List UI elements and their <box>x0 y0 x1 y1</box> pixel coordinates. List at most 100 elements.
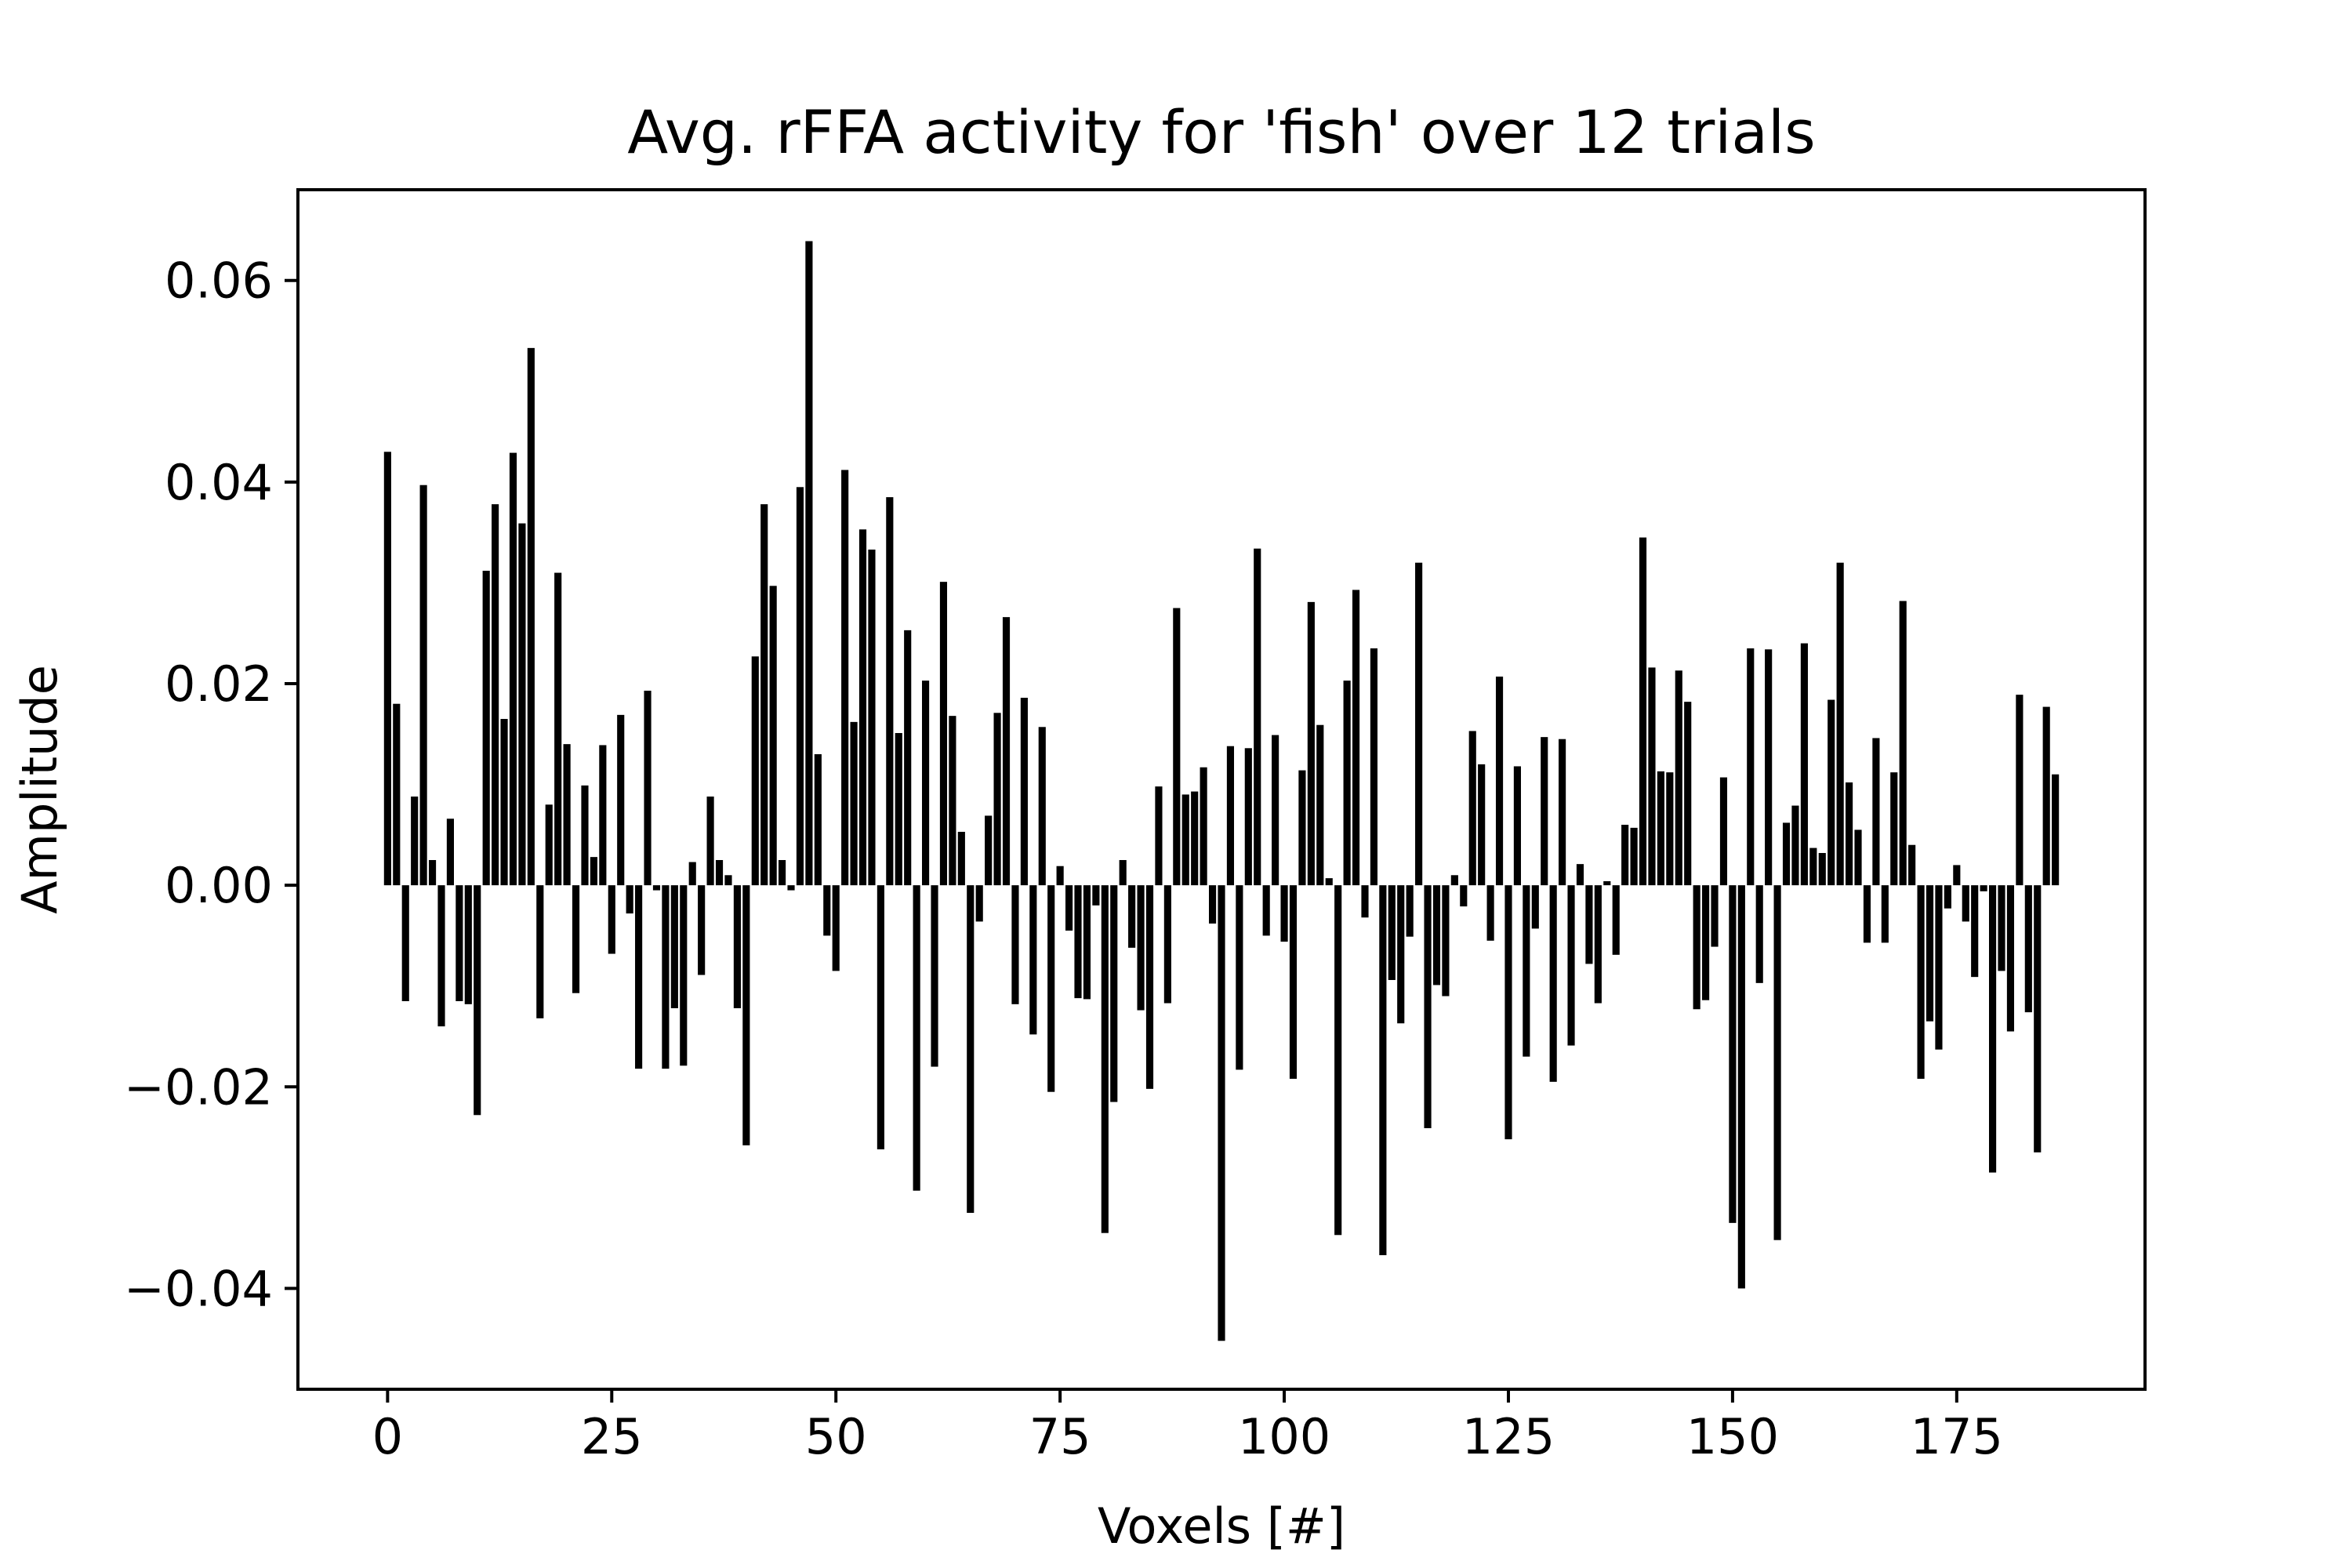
bar-125 <box>1504 885 1512 1140</box>
bar-163 <box>1846 782 1853 886</box>
bar-68 <box>993 713 1001 886</box>
x-tick-label: 125 <box>1462 1408 1555 1465</box>
bar-7 <box>446 818 454 886</box>
bar-165 <box>1863 885 1871 943</box>
x-tick-label: 75 <box>1029 1408 1091 1465</box>
bar-149 <box>1719 777 1728 886</box>
bar-174 <box>1944 885 1951 909</box>
bar-176 <box>1962 885 1969 922</box>
bar-48 <box>814 754 822 886</box>
bar-161 <box>1828 699 1835 886</box>
bar-79 <box>1092 885 1100 906</box>
bar-181 <box>2006 885 2015 1032</box>
bar-58 <box>904 630 912 886</box>
bar-60 <box>922 681 930 886</box>
bar-109 <box>1361 885 1369 918</box>
bar-124 <box>1495 677 1504 886</box>
bar-8 <box>456 885 463 1001</box>
bar-83 <box>1128 885 1136 948</box>
bar-22 <box>581 785 589 886</box>
bar-170 <box>1908 844 1916 886</box>
bar-70 <box>1011 885 1019 1004</box>
bar-145 <box>1684 702 1692 886</box>
chart-title: Avg. rFFA activity for 'fish' over 12 tr… <box>627 97 1815 167</box>
bar-129 <box>1541 737 1548 886</box>
bar-121 <box>1468 731 1476 886</box>
bar-142 <box>1657 771 1664 886</box>
bar-134 <box>1585 885 1593 964</box>
bar-112 <box>1388 885 1396 980</box>
bar-41 <box>751 656 759 886</box>
x-tick-label: 150 <box>1686 1408 1779 1465</box>
bar-65 <box>967 885 975 1213</box>
bar-141 <box>1648 667 1656 886</box>
bar-63 <box>949 716 956 886</box>
x-tick-label: 175 <box>1911 1408 2003 1465</box>
bar-131 <box>1559 739 1566 886</box>
bar-69 <box>1002 617 1011 886</box>
bar-56 <box>886 497 894 886</box>
bar-166 <box>1872 738 1880 886</box>
bar-116 <box>1424 885 1432 1128</box>
y-tick-label: 0.04 <box>165 454 273 511</box>
bar-167 <box>1881 885 1889 943</box>
bar-43 <box>769 586 777 886</box>
bar-21 <box>572 885 580 993</box>
y-tick-label: 0.06 <box>165 252 273 310</box>
bar-32 <box>670 885 678 1008</box>
bar-182 <box>2016 695 2024 886</box>
bar-59 <box>913 885 920 1191</box>
bar-34 <box>688 862 696 886</box>
bar-28 <box>635 885 643 1069</box>
bar-97 <box>1254 548 1261 886</box>
bar-89 <box>1181 794 1189 886</box>
bar-150 <box>1729 885 1737 1223</box>
bar-162 <box>1836 562 1844 886</box>
bar-164 <box>1854 829 1862 886</box>
bar-71 <box>1020 698 1028 886</box>
bar-82 <box>1119 860 1127 886</box>
bar-85 <box>1145 885 1154 1089</box>
bar-4 <box>419 485 427 886</box>
bar-87 <box>1163 885 1171 1004</box>
bar-153 <box>1755 885 1763 983</box>
bar-118 <box>1442 885 1450 996</box>
bar-40 <box>742 885 750 1145</box>
bar-86 <box>1155 786 1163 886</box>
bar-104 <box>1316 724 1324 886</box>
bar-108 <box>1352 590 1360 886</box>
bar-series <box>383 241 2060 1341</box>
bar-35 <box>698 885 706 975</box>
bar-173 <box>1935 885 1943 1050</box>
bar-128 <box>1531 885 1539 929</box>
bar-27 <box>626 885 633 914</box>
bar-17 <box>536 885 544 1018</box>
bar-122 <box>1478 764 1486 886</box>
bar-132 <box>1567 885 1575 1046</box>
y-tick-label: −0.02 <box>124 1058 273 1116</box>
bar-78 <box>1083 885 1091 1000</box>
bar-39 <box>733 885 741 1008</box>
bar-50 <box>832 885 840 971</box>
bar-19 <box>554 572 562 886</box>
bar-23 <box>590 857 597 886</box>
y-tick-label: 0.02 <box>165 655 273 713</box>
bar-151 <box>1737 885 1745 1289</box>
bar-66 <box>975 885 983 922</box>
bar-20 <box>563 744 571 886</box>
bar-159 <box>1809 848 1817 886</box>
bar-76 <box>1065 885 1073 931</box>
bar-54 <box>868 550 876 886</box>
bar-0 <box>383 452 391 886</box>
bar-101 <box>1289 885 1298 1079</box>
bar-75 <box>1056 866 1064 886</box>
bar-110 <box>1370 648 1377 886</box>
bar-11 <box>482 571 490 886</box>
bar-180 <box>1998 885 2005 971</box>
bar-38 <box>724 875 732 886</box>
bar-45 <box>787 885 795 891</box>
bar-92 <box>1208 885 1217 924</box>
bar-64 <box>957 832 965 886</box>
bar-100 <box>1280 885 1288 942</box>
